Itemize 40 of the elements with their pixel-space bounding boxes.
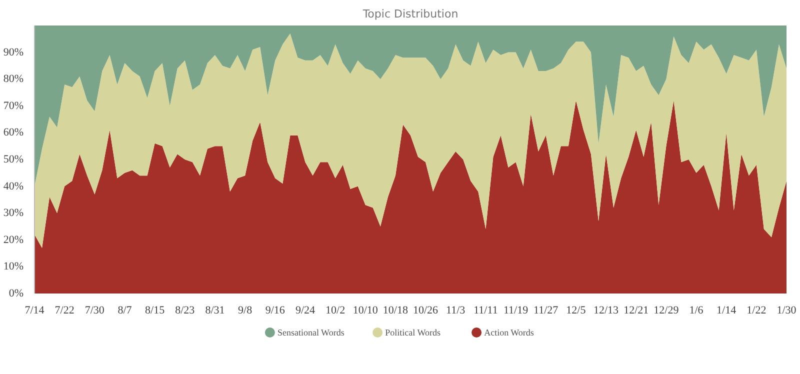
legend-label: Sensational Words — [277, 328, 345, 338]
y-tick-label: 40% — [3, 180, 24, 192]
x-tick-label: 1/30 — [776, 304, 797, 316]
y-tick-label: 20% — [3, 234, 24, 246]
x-tick-label: 12/13 — [593, 304, 620, 316]
x-tick-label: 9/8 — [238, 304, 253, 316]
x-tick-label: 11/11 — [474, 304, 498, 316]
y-tick-label: 50% — [3, 154, 24, 166]
x-tick-label: 10/18 — [382, 304, 408, 316]
y-tick-label: 30% — [3, 207, 24, 220]
x-tick-label: 1/14 — [716, 304, 737, 316]
x-tick-label: 12/21 — [624, 304, 649, 316]
x-tick-label: 8/15 — [145, 304, 166, 316]
legend-label: Action Words — [484, 328, 534, 338]
x-tick-label: 11/19 — [503, 304, 529, 316]
y-tick-label: 70% — [3, 100, 24, 112]
x-tick-label: 12/29 — [654, 304, 680, 316]
x-tick-label: 7/22 — [54, 304, 74, 316]
x-tick-label: 10/26 — [413, 304, 439, 316]
x-tick-label: 7/14 — [24, 304, 45, 316]
x-tick-label: 11/3 — [446, 304, 466, 316]
x-tick-label: 8/7 — [118, 304, 132, 316]
x-tick-label: 8/31 — [205, 304, 225, 316]
y-tick-label: 60% — [3, 126, 24, 139]
y-tick-label: 10% — [3, 260, 24, 273]
x-tick-label: 10/2 — [326, 304, 346, 316]
legend-label: Political Words — [385, 328, 441, 338]
x-tick-label: 10/10 — [352, 304, 378, 316]
x-tick-label: 1/22 — [746, 304, 766, 316]
chart-title: Topic Distribution — [362, 8, 458, 20]
x-tick-label: 9/16 — [265, 304, 286, 316]
y-tick-label: 90% — [3, 46, 24, 58]
x-tick-label: 9/24 — [295, 304, 316, 316]
x-tick-label: 1/6 — [689, 304, 704, 316]
y-tick-label: 80% — [3, 73, 24, 86]
x-tick-label: 8/23 — [175, 304, 196, 316]
y-tick-label: 0% — [8, 288, 24, 300]
x-tick-label: 11/27 — [534, 304, 559, 316]
x-tick-label: 12/5 — [566, 304, 586, 316]
x-tick-label: 7/30 — [84, 304, 105, 316]
